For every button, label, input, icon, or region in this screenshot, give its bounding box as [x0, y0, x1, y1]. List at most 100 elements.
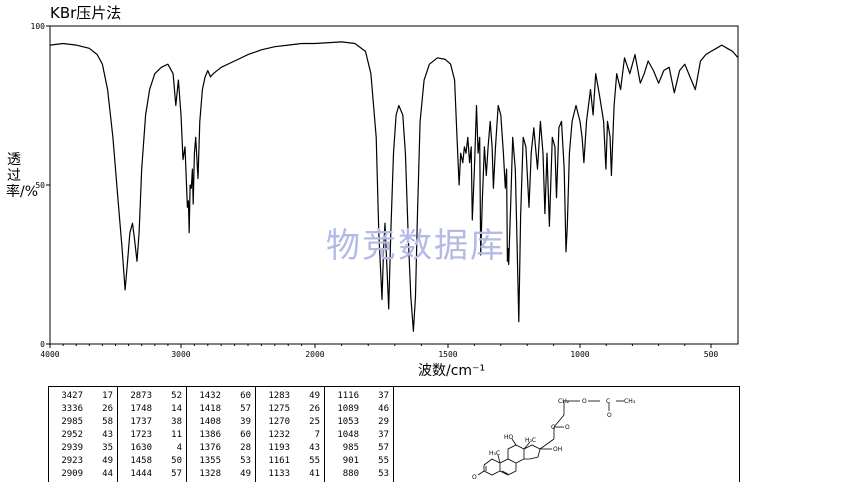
peak-table-row: 2985 58 — [49, 416, 117, 429]
peak-wavenumber: 1193 — [268, 443, 290, 453]
peak-table-row: 1723 11 — [118, 429, 186, 442]
peak-table-row: 1193 43 — [256, 442, 324, 455]
peak-table-row: 1283 49 — [256, 390, 324, 403]
peak-table-row: 1386 60 — [187, 429, 255, 442]
peak-wavenumber: 1386 — [199, 430, 221, 440]
peak-wavenumber: 880 — [342, 469, 359, 479]
peak-table-row: 1328 49 — [187, 468, 255, 481]
hydroxyl-11-label: HO — [504, 434, 514, 441]
x-tick-label: 4000 — [40, 350, 59, 359]
peak-table-row: 1630 4 — [118, 442, 186, 455]
ch2-label: CH₂ — [558, 398, 570, 405]
peak-transmittance: 49 — [102, 456, 113, 466]
peak-transmittance: 17 — [102, 391, 113, 401]
peak-transmittance: 55 — [309, 456, 320, 466]
x-axis-label: 波数/cm⁻¹ — [418, 363, 486, 379]
ir-spectrum-chart: 0 50 100 4000 3000 2000 1500 1000 500 — [31, 22, 739, 359]
peak-wavenumber: 1232 — [268, 430, 290, 440]
y-tick-label: 0 — [40, 340, 45, 349]
peak-wavenumber: 1737 — [130, 417, 152, 427]
methyl-18-label: H₃C — [525, 437, 536, 444]
steroid-structure: CH₂ O C CH₃ O C O OH HO H₃C H₃C O — [472, 398, 636, 481]
peak-table-row: 880 53 — [325, 468, 393, 481]
peak-table-row: 2873 52 — [118, 390, 186, 403]
x-tick-label: 3000 — [171, 350, 190, 359]
peak-table-row: 1048 37 — [325, 429, 393, 442]
peak-transmittance: 44 — [102, 469, 113, 479]
peak-wavenumber: 1408 — [199, 417, 221, 427]
peak-transmittance: 26 — [309, 404, 320, 414]
acyl-methyl-label: CH₃ — [624, 398, 636, 405]
peak-table-row: 3336 26 — [49, 403, 117, 416]
peak-transmittance: 57 — [240, 404, 251, 414]
y-tick-label: 100 — [31, 22, 46, 31]
peak-wavenumber: 1630 — [130, 443, 152, 453]
peak-transmittance: 29 — [378, 417, 389, 427]
peak-transmittance: 49 — [309, 391, 320, 401]
watermark-text: 物竞数据库 — [326, 226, 506, 266]
peak-transmittance: 38 — [171, 417, 182, 427]
peak-wavenumber: 1283 — [268, 391, 290, 401]
peak-table-row: 1232 7 — [256, 429, 324, 442]
peak-wavenumber: 1161 — [268, 456, 290, 466]
c20-carbon-label: C — [551, 424, 555, 431]
x-tick-label: 2000 — [305, 350, 324, 359]
peak-transmittance: 35 — [102, 443, 113, 453]
peak-transmittance: 50 — [171, 456, 182, 466]
peak-transmittance: 37 — [378, 391, 389, 401]
peak-transmittance: 60 — [240, 430, 251, 440]
peak-table-row: 1270 25 — [256, 416, 324, 429]
peak-transmittance: 7 — [314, 430, 320, 440]
peak-table-column: 3427 17 3336 26 2985 58 2952 43 2939 35 2923 49 2909… — [49, 387, 118, 482]
peak-wavenumber: 1723 — [130, 430, 152, 440]
peak-table-row: 1053 29 — [325, 416, 393, 429]
peak-table-row: 901 55 — [325, 455, 393, 468]
peak-transmittance: 4 — [176, 443, 182, 453]
peak-table-row: 2909 44 — [49, 468, 117, 481]
c20-oxygen-label: O — [565, 424, 570, 431]
peak-wavenumber: 1458 — [130, 456, 152, 466]
peak-transmittance: 28 — [240, 443, 251, 453]
peak-table-row: 1089 46 — [325, 403, 393, 416]
peak-table-row: 3427 17 — [49, 390, 117, 403]
peak-transmittance: 14 — [171, 404, 182, 414]
peak-transmittance: 26 — [102, 404, 113, 414]
peak-transmittance: 37 — [378, 430, 389, 440]
acyl-carbon-label: C — [606, 398, 610, 405]
peak-table-row: 2952 43 — [49, 429, 117, 442]
peak-table-row: 1275 26 — [256, 403, 324, 416]
peak-table-row: 1376 28 — [187, 442, 255, 455]
peak-transmittance: 46 — [378, 404, 389, 414]
peak-table-row: 1444 57 — [118, 468, 186, 481]
peak-transmittance: 53 — [240, 456, 251, 466]
peak-table-row: 1133 41 — [256, 468, 324, 481]
peak-wavenumber: 1116 — [337, 391, 359, 401]
peak-wavenumber: 3427 — [61, 391, 83, 401]
peak-table-row: 985 57 — [325, 442, 393, 455]
peak-wavenumber: 901 — [342, 456, 359, 466]
peak-transmittance: 25 — [309, 417, 320, 427]
x-axis-ticks: 4000 3000 2000 1500 1000 500 — [40, 344, 718, 359]
peak-wavenumber: 1328 — [199, 469, 221, 479]
peak-wavenumber: 1418 — [199, 404, 221, 414]
peak-wavenumber: 1053 — [337, 417, 359, 427]
peak-wavenumber: 1133 — [268, 469, 290, 479]
peak-wavenumber: 1748 — [130, 404, 152, 414]
hydroxyl-17-label: OH — [553, 446, 562, 453]
peak-table-column: 1116 37 1089 46 1053 29 1048 37 985 57 901 55 880 53 — [325, 387, 393, 482]
peak-transmittance: 52 — [171, 391, 182, 401]
peak-wavenumber: 2923 — [61, 456, 83, 466]
acyl-oxygen-label: O — [607, 412, 612, 419]
peak-table-column: 1432 60 1418 57 1408 39 1386 60 1376 28 1355 53 1328… — [187, 387, 256, 482]
peak-wavenumber: 2985 — [61, 417, 83, 427]
peak-wavenumber: 2952 — [61, 430, 83, 440]
peak-table-row: 1116 37 — [325, 390, 393, 403]
peak-wavenumber: 3336 — [61, 404, 83, 414]
peak-wavenumber: 1270 — [268, 417, 290, 427]
peak-table-row: 1748 14 — [118, 403, 186, 416]
peak-wavenumber: 1376 — [199, 443, 221, 453]
peak-transmittance: 55 — [378, 456, 389, 466]
peak-transmittance: 43 — [309, 443, 320, 453]
peak-wavenumber: 1275 — [268, 404, 290, 414]
peak-wavenumber: 1355 — [199, 456, 221, 466]
